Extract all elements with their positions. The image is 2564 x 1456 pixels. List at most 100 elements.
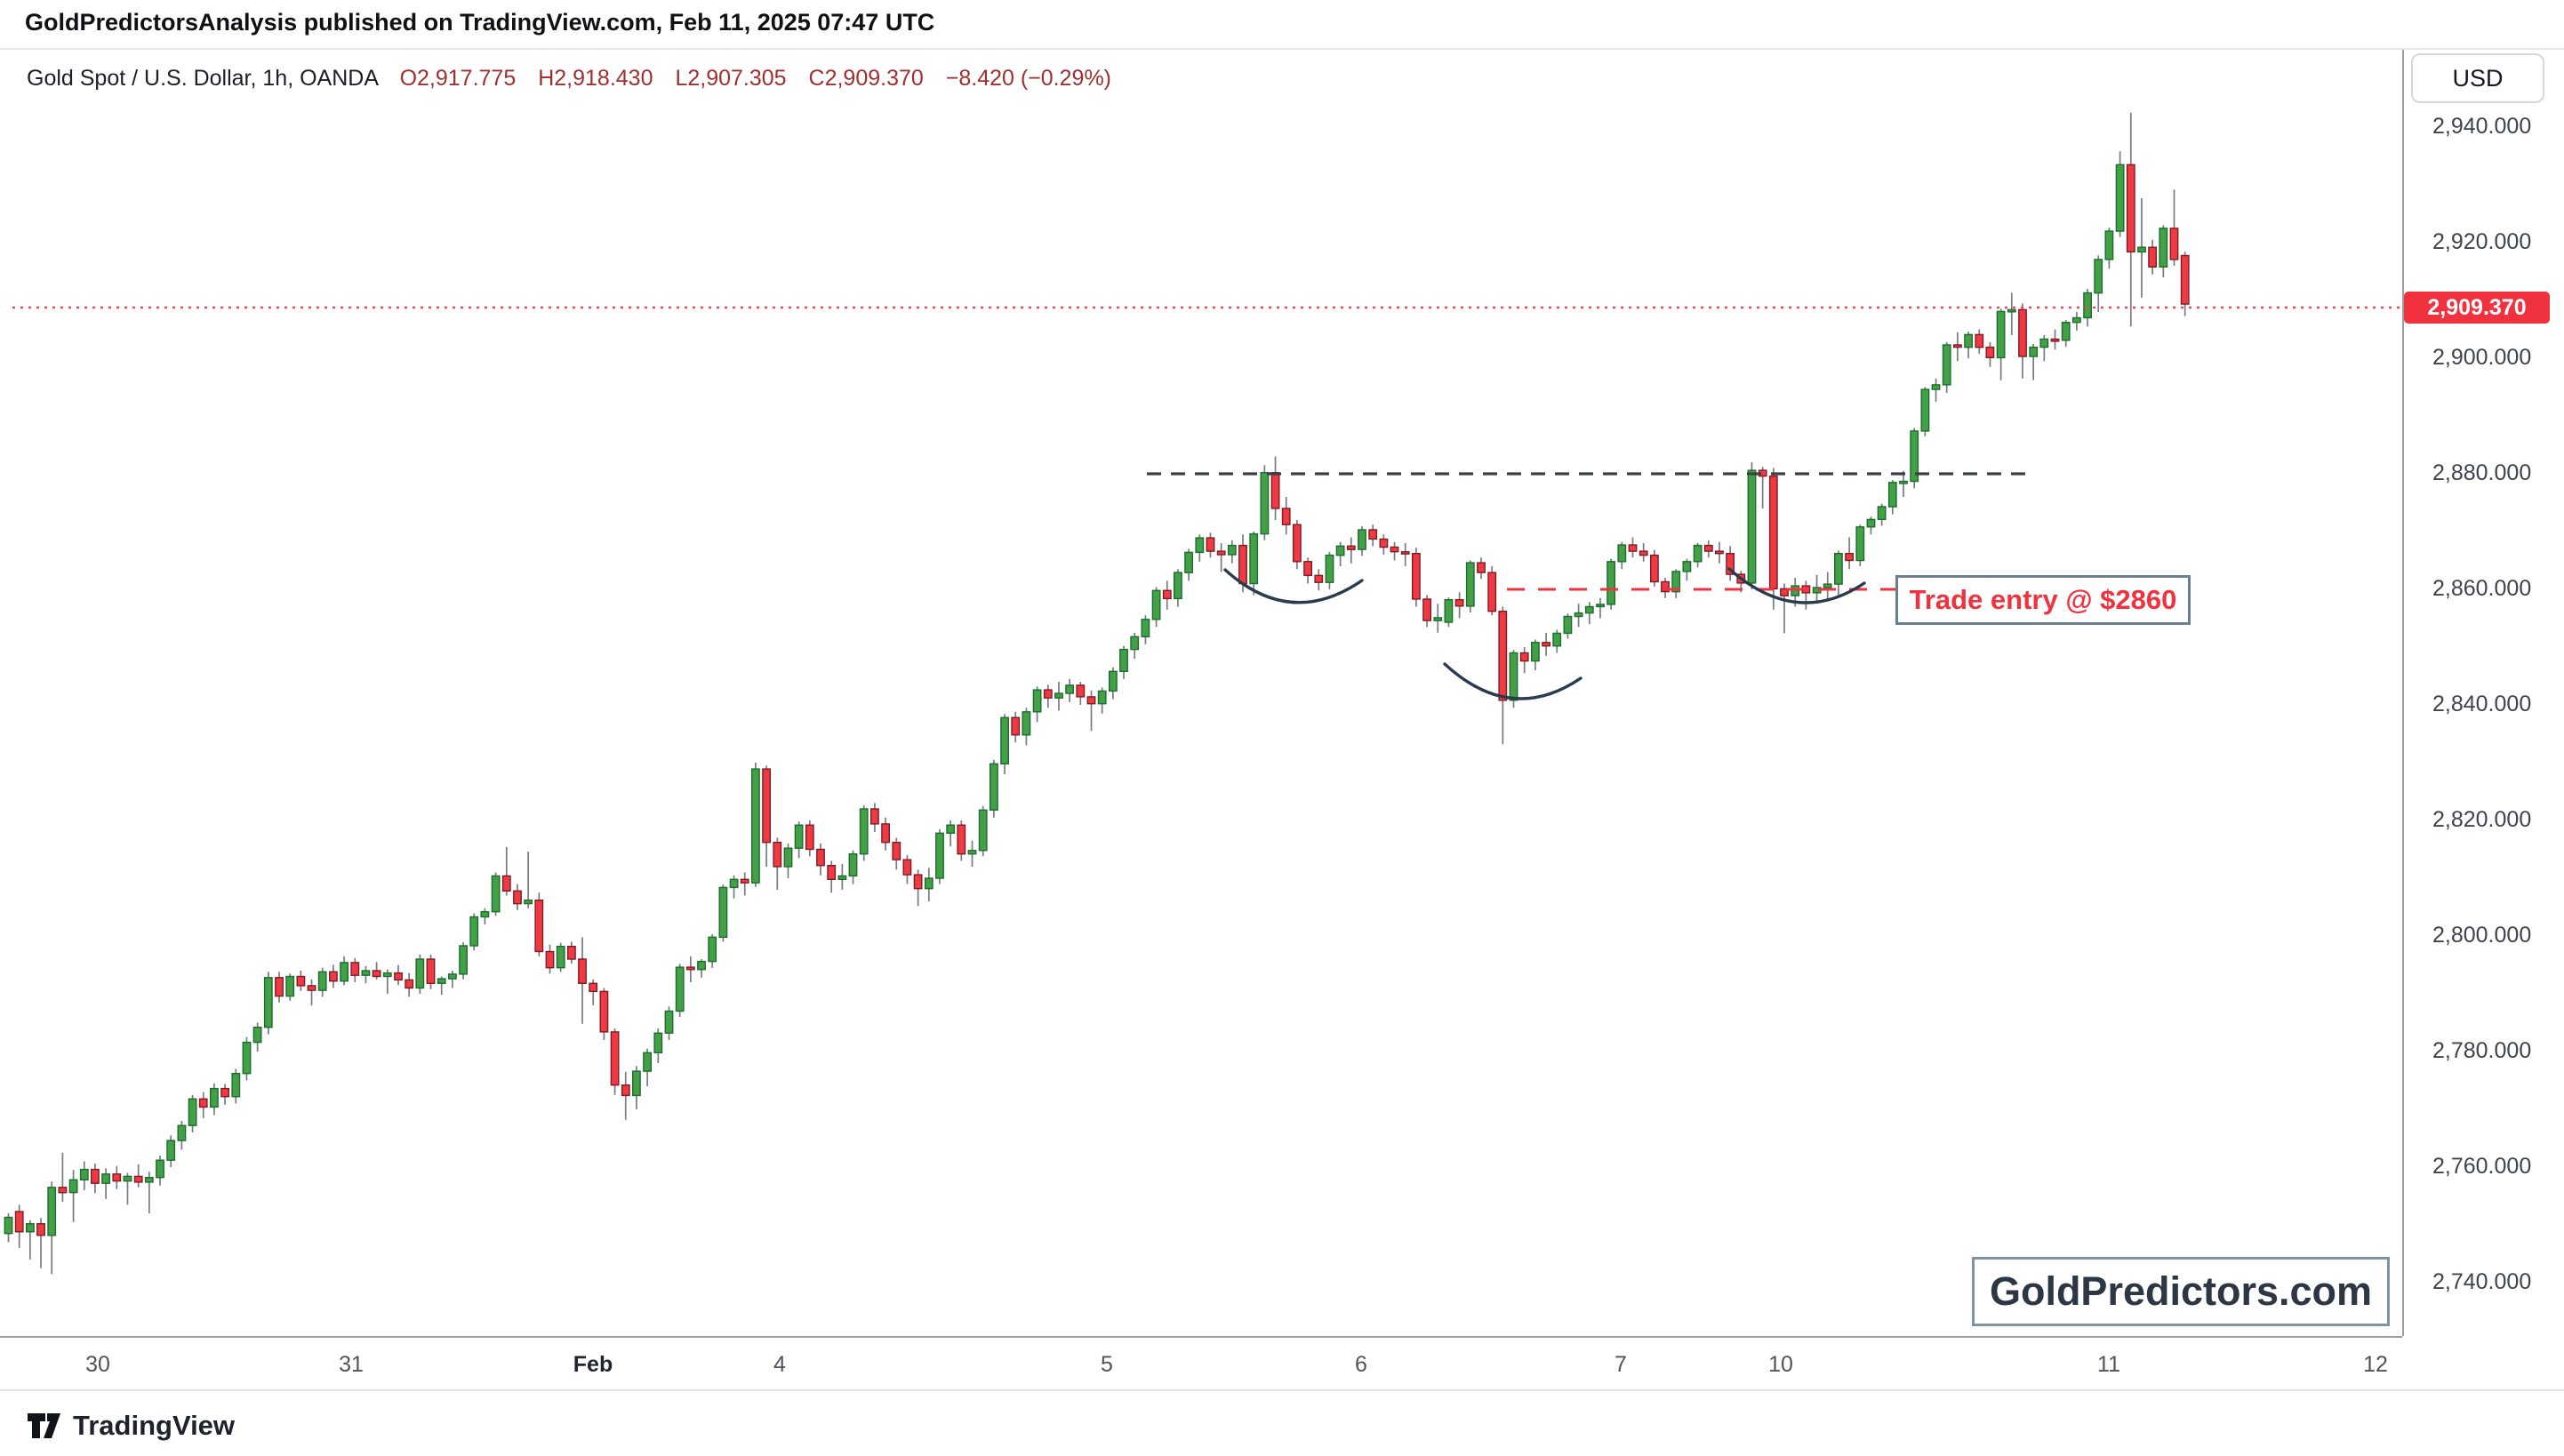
candle-down <box>1422 598 1432 621</box>
candle-down <box>198 1098 208 1108</box>
candle-down <box>1628 544 1638 552</box>
candle-down <box>1368 529 1378 540</box>
candle-up <box>1108 670 1118 692</box>
candle-down <box>534 900 544 953</box>
candle-down <box>1726 553 1735 575</box>
candle-down <box>2148 246 2157 268</box>
price-axis-label: 2,800.000 <box>2432 923 2532 948</box>
candle-down <box>1952 344 1962 348</box>
candle-down <box>685 966 695 971</box>
watermark-box: GoldPredictors.com <box>1972 1257 2390 1326</box>
price-axis-label: 2,780.000 <box>2432 1038 2532 1063</box>
candle-up <box>718 886 728 939</box>
candle-down <box>1086 696 1096 705</box>
tradingview-logo-text: TradingView <box>73 1410 236 1441</box>
candle-down <box>1303 561 1313 577</box>
candle-up <box>1530 642 1540 662</box>
candle-up <box>1899 480 1908 484</box>
candle-up <box>675 966 685 1012</box>
candle-down <box>2169 228 2179 260</box>
candle-up <box>1693 544 1703 563</box>
time-axis-label: 10 <box>1768 1352 1793 1377</box>
time-axis-label: 30 <box>85 1352 110 1377</box>
time-axis[interactable]: 30 31 Feb 4 5 6 7 10 11 12 <box>0 1336 2402 1391</box>
candle-up <box>1617 544 1627 563</box>
candle-up <box>1032 689 1042 713</box>
trade-entry-annotation-label[interactable]: Trade entry @ $2860 <box>1895 575 2191 625</box>
candle-down <box>2126 164 2135 253</box>
candle-up <box>859 808 869 855</box>
candle-down <box>773 842 782 868</box>
candle-up <box>2137 246 2146 253</box>
candle-down <box>405 979 414 989</box>
candle-up <box>1996 310 2006 359</box>
candle-down <box>296 975 306 987</box>
price-axis-label: 2,840.000 <box>2432 692 2532 716</box>
candle-down <box>1975 333 1984 348</box>
price-axis-label: 2,740.000 <box>2432 1269 2532 1294</box>
currency-toggle-button[interactable]: USD <box>2411 53 2544 103</box>
candle-up <box>340 962 349 982</box>
candle-up <box>729 878 739 889</box>
last-price-badge: 2,909.370 <box>2404 292 2550 324</box>
candle-up <box>123 1175 132 1182</box>
rounded-bottom-arc-annotation[interactable] <box>1223 568 1364 604</box>
watermark-text: GoldPredictors.com <box>1989 1268 2373 1314</box>
candle-up <box>1964 333 1973 348</box>
candle-up <box>1119 648 1128 672</box>
candle-up <box>837 875 847 881</box>
candle-down <box>957 824 966 855</box>
candle-up <box>1682 561 1692 572</box>
candle-down <box>567 945 576 960</box>
candle-up <box>361 970 371 976</box>
candle-up <box>1607 561 1616 605</box>
candle-up <box>1887 482 1897 508</box>
tradingview-branding[interactable]: TradingView <box>27 1410 235 1442</box>
candle-up <box>1596 604 1605 608</box>
candle-up <box>437 978 446 984</box>
candle-up <box>26 1222 35 1233</box>
candle-down <box>58 1187 68 1194</box>
legend-change: −8.420 (−0.29%) <box>945 66 1111 91</box>
candle-up <box>1465 562 1475 607</box>
candle-up <box>556 945 565 969</box>
candle-down <box>1076 684 1086 698</box>
candle-up <box>79 1168 89 1180</box>
rounded-bottom-arc-annotation[interactable] <box>1443 662 1582 700</box>
candle-down <box>350 962 360 976</box>
candle-up <box>1097 690 1107 705</box>
chart-annotations <box>12 306 2402 700</box>
candle-down <box>1390 546 1399 553</box>
candle-down <box>762 768 772 844</box>
candle-up <box>2159 228 2168 268</box>
candle-up <box>156 1159 164 1179</box>
candle-down <box>1411 553 1421 600</box>
legend-open: O2,917.775 <box>399 66 517 91</box>
candle-up <box>1249 532 1259 585</box>
candle-up <box>1747 469 1757 584</box>
tradingview-logo-icon <box>28 1413 60 1438</box>
candle-up <box>1325 554 1334 583</box>
candle-down <box>816 848 825 867</box>
candle-up <box>978 809 988 852</box>
time-axis-label: Feb <box>573 1352 613 1377</box>
time-axis-label: 12 <box>2363 1352 2388 1377</box>
price-axis[interactable]: 2,940.000 2,920.000 2,900.000 2,880.000 2,86… <box>2402 50 2564 1336</box>
candle-up <box>1866 518 1876 528</box>
rounded-bottom-arc-annotation[interactable] <box>1727 567 1866 604</box>
legend-low: L2,907.305 <box>675 66 787 91</box>
candle-up <box>1823 583 1832 588</box>
candle-down <box>1519 652 1529 662</box>
candle-up <box>252 1026 262 1044</box>
candle-up <box>664 1010 674 1034</box>
candle-up <box>2039 338 2049 348</box>
candle-up <box>4 1216 13 1235</box>
candle-up <box>1141 619 1150 637</box>
candle-down <box>1542 642 1551 647</box>
candle-down <box>1487 572 1497 612</box>
candle-down <box>913 874 923 890</box>
candle-up <box>209 1087 219 1108</box>
candle-up <box>708 936 717 963</box>
candle-up <box>1855 526 1865 562</box>
